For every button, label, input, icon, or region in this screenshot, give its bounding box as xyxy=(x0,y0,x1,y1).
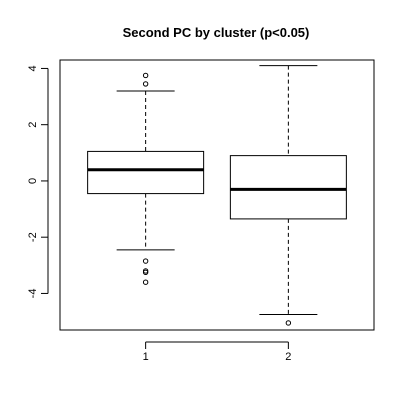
y-axis: -4 -2 0 2 4 xyxy=(27,65,49,299)
box-group-2 xyxy=(229,65,347,326)
outlier-point xyxy=(142,81,149,87)
outlier-point xyxy=(142,72,149,79)
box-group-1 xyxy=(87,72,205,285)
iqr-box xyxy=(87,150,205,195)
y-tick-label: 4 xyxy=(27,65,39,71)
boxes-layer xyxy=(87,65,347,326)
x-tick-label: 2 xyxy=(285,351,291,363)
plot-frame xyxy=(59,59,375,331)
outlier-point xyxy=(142,269,149,276)
outlier-point xyxy=(285,320,292,326)
y-tick-label: -4 xyxy=(27,289,39,299)
outlier-point xyxy=(142,258,149,264)
chart-title: Second PC by cluster (p<0.05) xyxy=(123,25,310,40)
iqr-box xyxy=(229,155,347,220)
y-tick-label: 0 xyxy=(27,178,39,184)
x-tick-label: 1 xyxy=(143,351,149,363)
outlier-point xyxy=(142,279,149,285)
y-tick-label: 2 xyxy=(27,122,39,128)
y-tick-label: -2 xyxy=(27,232,39,242)
